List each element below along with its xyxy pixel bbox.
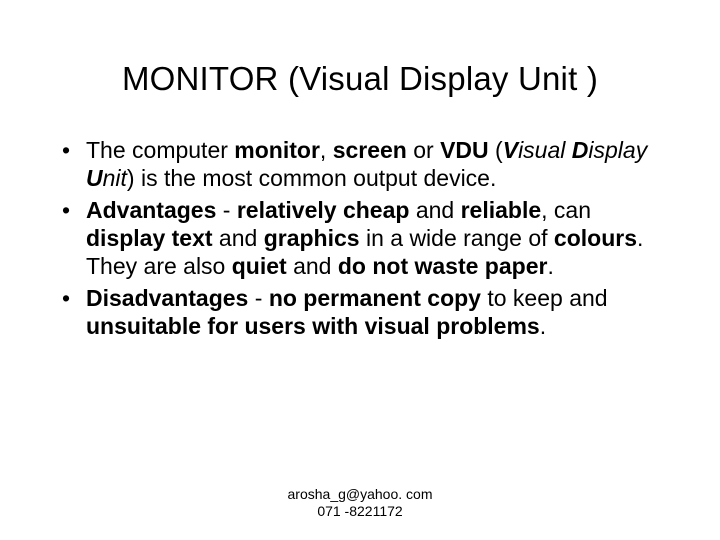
bullet-item: Advantages - relatively cheap and reliab… xyxy=(58,196,662,280)
slide-title: MONITOR (Visual Display Unit ) xyxy=(58,60,662,98)
bullet-item: The computer monitor, screen or VDU (Vis… xyxy=(58,136,662,192)
bullet-item: Disadvantages - no permanent copy to kee… xyxy=(58,284,662,340)
footer-phone: 071 -8221172 xyxy=(0,503,720,520)
footer-email: arosha_g@yahoo. com xyxy=(0,486,720,503)
slide: MONITOR (Visual Display Unit ) The compu… xyxy=(0,0,720,540)
bullet-list: The computer monitor, screen or VDU (Vis… xyxy=(58,136,662,340)
footer: arosha_g@yahoo. com 071 -8221172 xyxy=(0,486,720,520)
